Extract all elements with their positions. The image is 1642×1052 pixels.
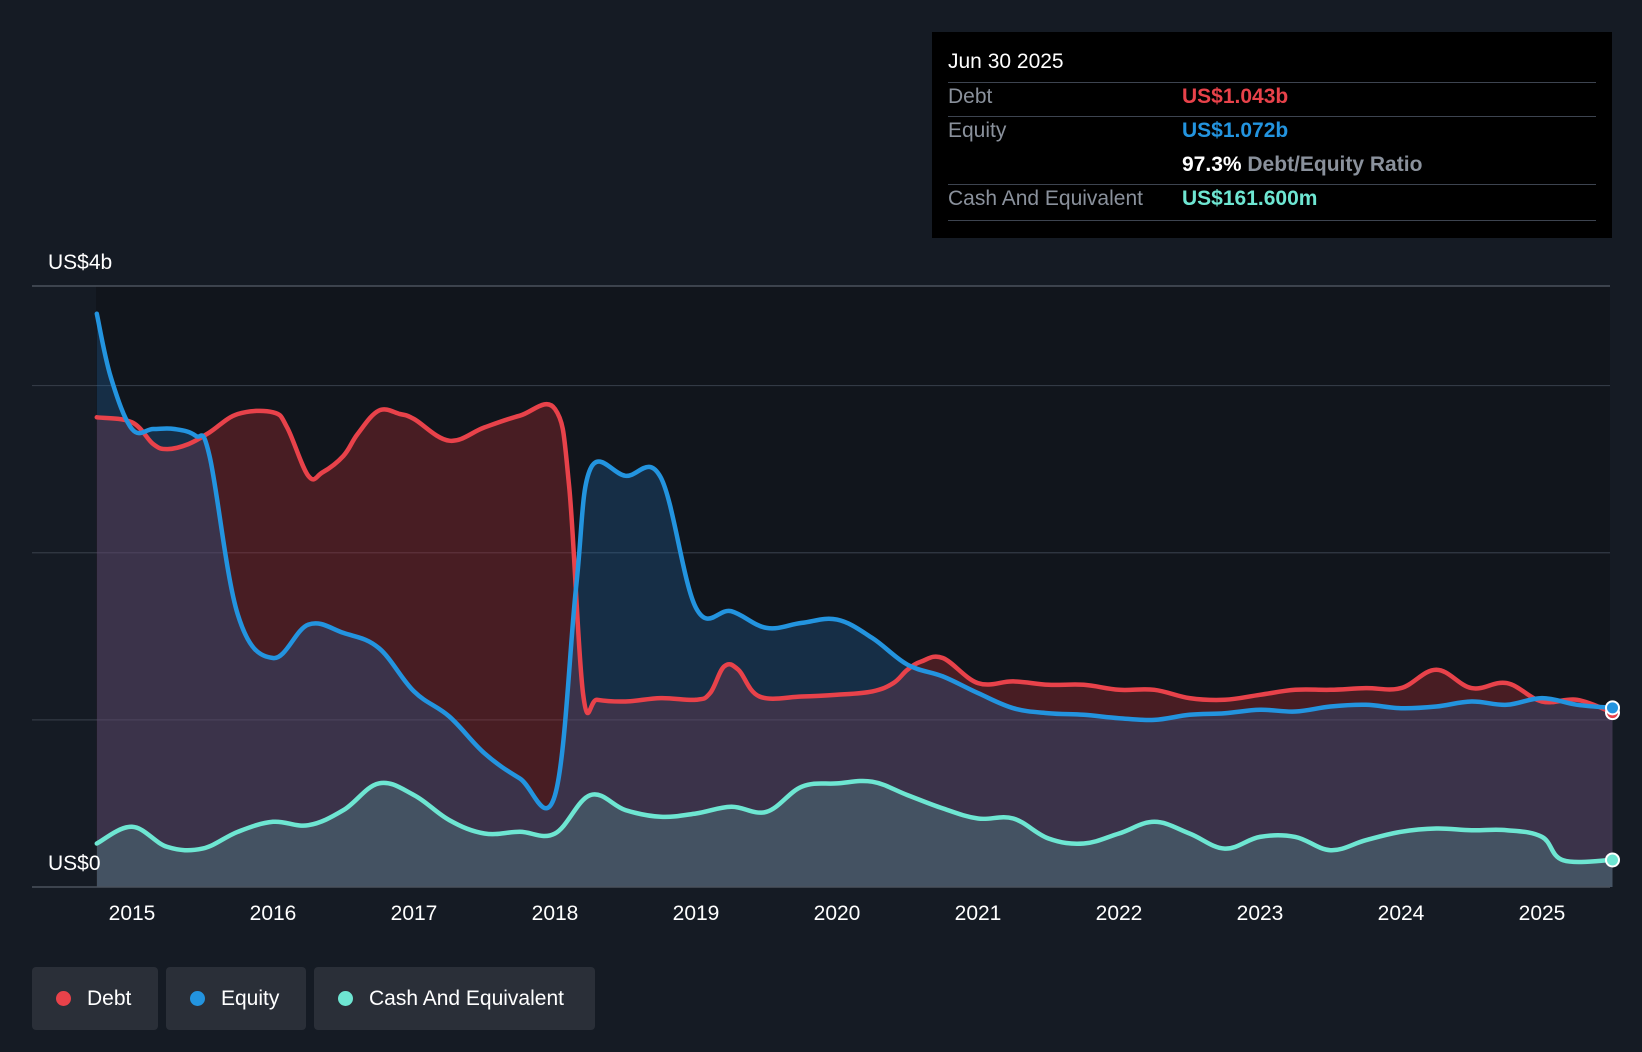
legend-item-equity[interactable]: Equity	[166, 967, 306, 1030]
tooltip-divider	[948, 184, 1596, 185]
tooltip-cash-label: Cash And Equivalent	[948, 187, 1143, 210]
equity-line	[94, 311, 1615, 811]
legend-equity-label: Equity	[221, 986, 280, 1010]
x-tick-label: 2024	[1378, 902, 1425, 925]
x-tick-label: 2015	[109, 902, 156, 925]
cash-area	[96, 780, 1613, 887]
x-tick-label: 2017	[391, 902, 438, 925]
equity-end-point	[1605, 700, 1620, 716]
y-axis-top-label: US$4b	[48, 251, 113, 274]
legend-cash-dot-icon	[338, 991, 353, 1006]
x-tick-label: 2020	[814, 902, 861, 925]
tooltip-divider	[948, 116, 1596, 117]
tooltip-divider	[948, 82, 1596, 83]
tooltip-panel: Jun 30 2025 Debt US$1.043b Equity US$1.0…	[932, 32, 1612, 238]
tooltip-debt-label: Debt	[948, 85, 993, 108]
x-tick-label: 2016	[250, 902, 297, 925]
tooltip-ratio: 97.3% Debt/Equity Ratio	[1182, 153, 1422, 177]
legend-cash-label: Cash And Equivalent	[369, 986, 564, 1010]
x-tick-label: 2019	[673, 902, 720, 925]
y-axis-bottom-label: US$0	[48, 852, 101, 875]
x-tick-label: 2018	[532, 902, 579, 925]
tooltip-ratio-value: 97.3%	[1182, 153, 1242, 176]
legend-item-cash[interactable]: Cash And Equivalent	[314, 967, 595, 1030]
tooltip-ratio-label: Debt/Equity Ratio	[1247, 153, 1423, 176]
tooltip-equity-label: Equity	[948, 119, 1007, 142]
x-tick-label: 2025	[1519, 902, 1566, 925]
tooltip-equity-value: US$1.072b	[1182, 119, 1289, 142]
legend-equity-dot-icon	[190, 991, 205, 1006]
tooltip-debt-value: US$1.043b	[1182, 85, 1289, 108]
legend-debt-dot-icon	[56, 991, 71, 1006]
tooltip-cash-value: US$161.600m	[1182, 187, 1318, 210]
x-tick-label: 2023	[1237, 902, 1284, 925]
x-tick-label: 2022	[1096, 902, 1143, 925]
x-tick-label: 2021	[955, 902, 1002, 925]
equity-area	[96, 313, 1613, 887]
debt-line	[94, 401, 1615, 716]
legend-item-debt[interactable]: Debt	[32, 967, 158, 1030]
tooltip-divider	[948, 220, 1596, 221]
cash-line	[94, 778, 1615, 865]
debt-area	[96, 404, 1613, 887]
cash-end-point	[1605, 852, 1620, 868]
tooltip-date: Jun 30 2025	[948, 50, 1064, 73]
legend-debt-label: Debt	[87, 986, 132, 1010]
